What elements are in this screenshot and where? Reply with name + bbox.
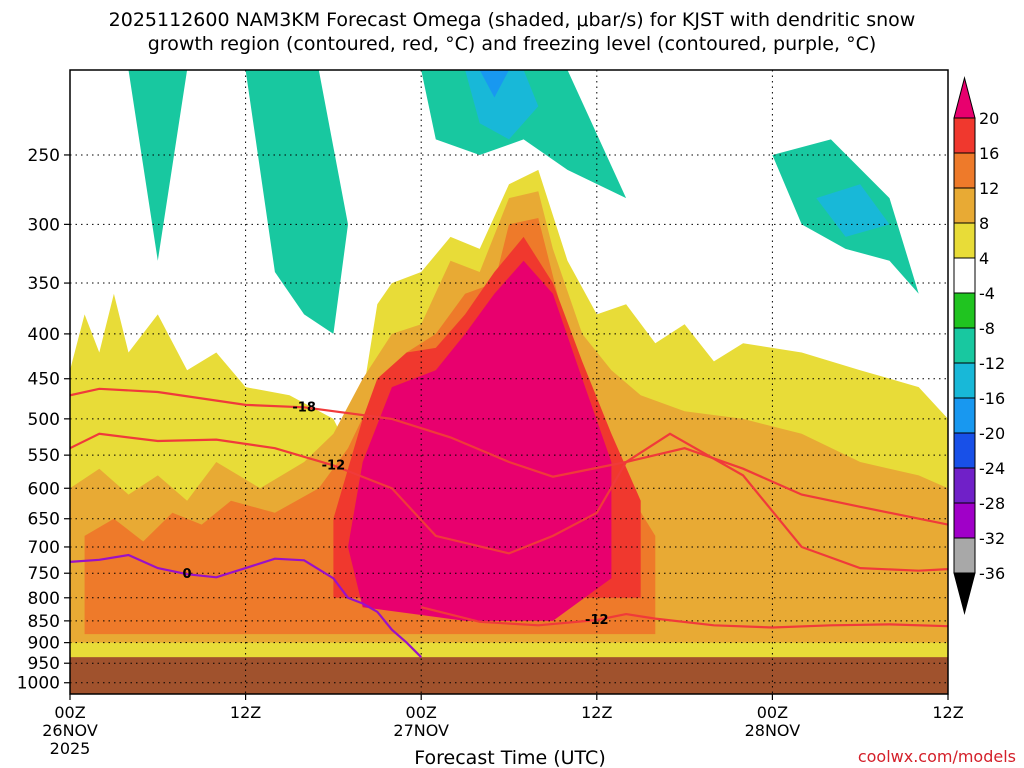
omega-region-4 xyxy=(348,260,612,621)
y-tick-label-600: 600 xyxy=(28,479,60,499)
dgz-contour-2 xyxy=(420,606,948,629)
dgz-contour-1-label: -12 xyxy=(322,458,346,473)
omega-region-5 xyxy=(84,70,348,334)
y-tick-label-550: 550 xyxy=(28,446,60,466)
x-tick-label-24: 00Z xyxy=(406,703,437,722)
y-tick-label-700: 700 xyxy=(28,538,60,558)
gridlines xyxy=(69,70,949,694)
colorbar-segment-7 xyxy=(953,327,976,364)
freezing-level-contour xyxy=(70,553,422,658)
colorbar-label-13: -36 xyxy=(979,564,1005,583)
colorbar-segment-9 xyxy=(953,397,976,434)
y-tick-label-750: 750 xyxy=(28,564,60,584)
colorbar: 20 16 12 8 4 -4 -8 -12 -16 -20 -24 -28 -32 -36 xyxy=(953,76,1005,615)
y-tick-label-650: 650 xyxy=(28,510,60,530)
y-tick-label-850: 850 xyxy=(28,612,60,632)
colorbar-segment-1 xyxy=(953,117,976,154)
colorbar-segment-12 xyxy=(953,502,976,539)
colorbar-segment-10 xyxy=(953,432,976,469)
colorbar-label-4: 4 xyxy=(979,249,989,268)
y-tick-label-950: 950 xyxy=(28,654,60,674)
omega-region-10 xyxy=(479,70,509,98)
freezing-level-contour-label: 0 xyxy=(183,567,192,582)
omega-region-8 xyxy=(465,70,539,140)
chart-title-line-2: growth region (contoured, red, °C) and f… xyxy=(148,33,877,55)
x-tick-label-0: 00Z xyxy=(54,703,85,722)
omega-region-6 xyxy=(421,70,627,199)
x-axis-title: Forecast Time (UTC) xyxy=(414,747,605,768)
colorbar-segment-6 xyxy=(953,292,976,329)
colorbar-segment-11 xyxy=(953,467,976,504)
y-axis: 2503003504004505005506006507007508008509… xyxy=(17,146,70,694)
colorbar-label-8: -16 xyxy=(979,389,1005,408)
colorbar-segment-8 xyxy=(953,362,976,399)
dgz-contour-0 xyxy=(70,387,948,526)
x-tick-year-0: 2025 xyxy=(50,739,91,758)
colorbar-segment-2 xyxy=(953,152,976,189)
colorbar-label-6: -8 xyxy=(979,319,995,338)
colorbar-segment-4 xyxy=(953,222,976,259)
y-tick-label-800: 800 xyxy=(28,589,60,609)
credit-text: coolwx.com/models xyxy=(858,747,1016,766)
colorbar-segment-13 xyxy=(953,537,976,574)
surface-ground xyxy=(70,657,948,694)
y-tick-label-400: 400 xyxy=(28,325,60,345)
colorbar-label-1: 16 xyxy=(979,144,999,163)
y-tick-label-500: 500 xyxy=(28,410,60,430)
dgz-contour-2-label: -12 xyxy=(585,613,609,628)
colorbar-label-2: 12 xyxy=(979,179,999,198)
temperature-contours: -18 -12 -12 0 xyxy=(70,387,948,658)
colorbar-label-10: -24 xyxy=(979,459,1005,478)
colorbar-label-7: -12 xyxy=(979,354,1005,373)
colorbar-label-3: 8 xyxy=(979,214,989,233)
colorbar-segment-3 xyxy=(953,187,976,224)
x-tick-date-48: 28NOV xyxy=(745,721,801,740)
colorbar-label-0: 20 xyxy=(979,109,999,128)
x-tick-date-0: 26NOV xyxy=(42,721,98,740)
colorbar-segment-5 xyxy=(953,257,976,294)
y-tick-label-300: 300 xyxy=(28,215,60,235)
y-tick-label-350: 350 xyxy=(28,274,60,294)
x-tick-label-60: 12Z xyxy=(932,703,963,722)
y-tick-label-450: 450 xyxy=(28,370,60,390)
colorbar-label-9: -20 xyxy=(979,424,1005,443)
colorbar-label-5: -4 xyxy=(979,284,995,303)
plot-frame xyxy=(69,69,949,695)
omega-shaded-regions xyxy=(70,70,948,660)
x-tick-label-48: 00Z xyxy=(757,703,788,722)
x-tick-label-36: 12Z xyxy=(581,703,612,722)
chart-title-line-1: 2025112600 NAM3KM Forecast Omega (shaded… xyxy=(109,9,916,31)
dgz-contour-1 xyxy=(70,432,948,572)
x-tick-date-24: 27NOV xyxy=(393,721,449,740)
colorbar-bottom-arrow xyxy=(953,572,976,615)
dgz-contour-0-label: -18 xyxy=(292,400,316,415)
colorbar-top-arrow xyxy=(953,76,976,119)
y-tick-label-250: 250 xyxy=(28,146,60,166)
y-tick-label-900: 900 xyxy=(28,634,60,654)
colorbar-label-11: -28 xyxy=(979,494,1005,513)
omega-region-9 xyxy=(816,184,890,237)
y-tick-label-1000: 1000 xyxy=(17,674,60,694)
colorbar-label-12: -32 xyxy=(979,529,1005,548)
x-tick-label-12: 12Z xyxy=(230,703,261,722)
